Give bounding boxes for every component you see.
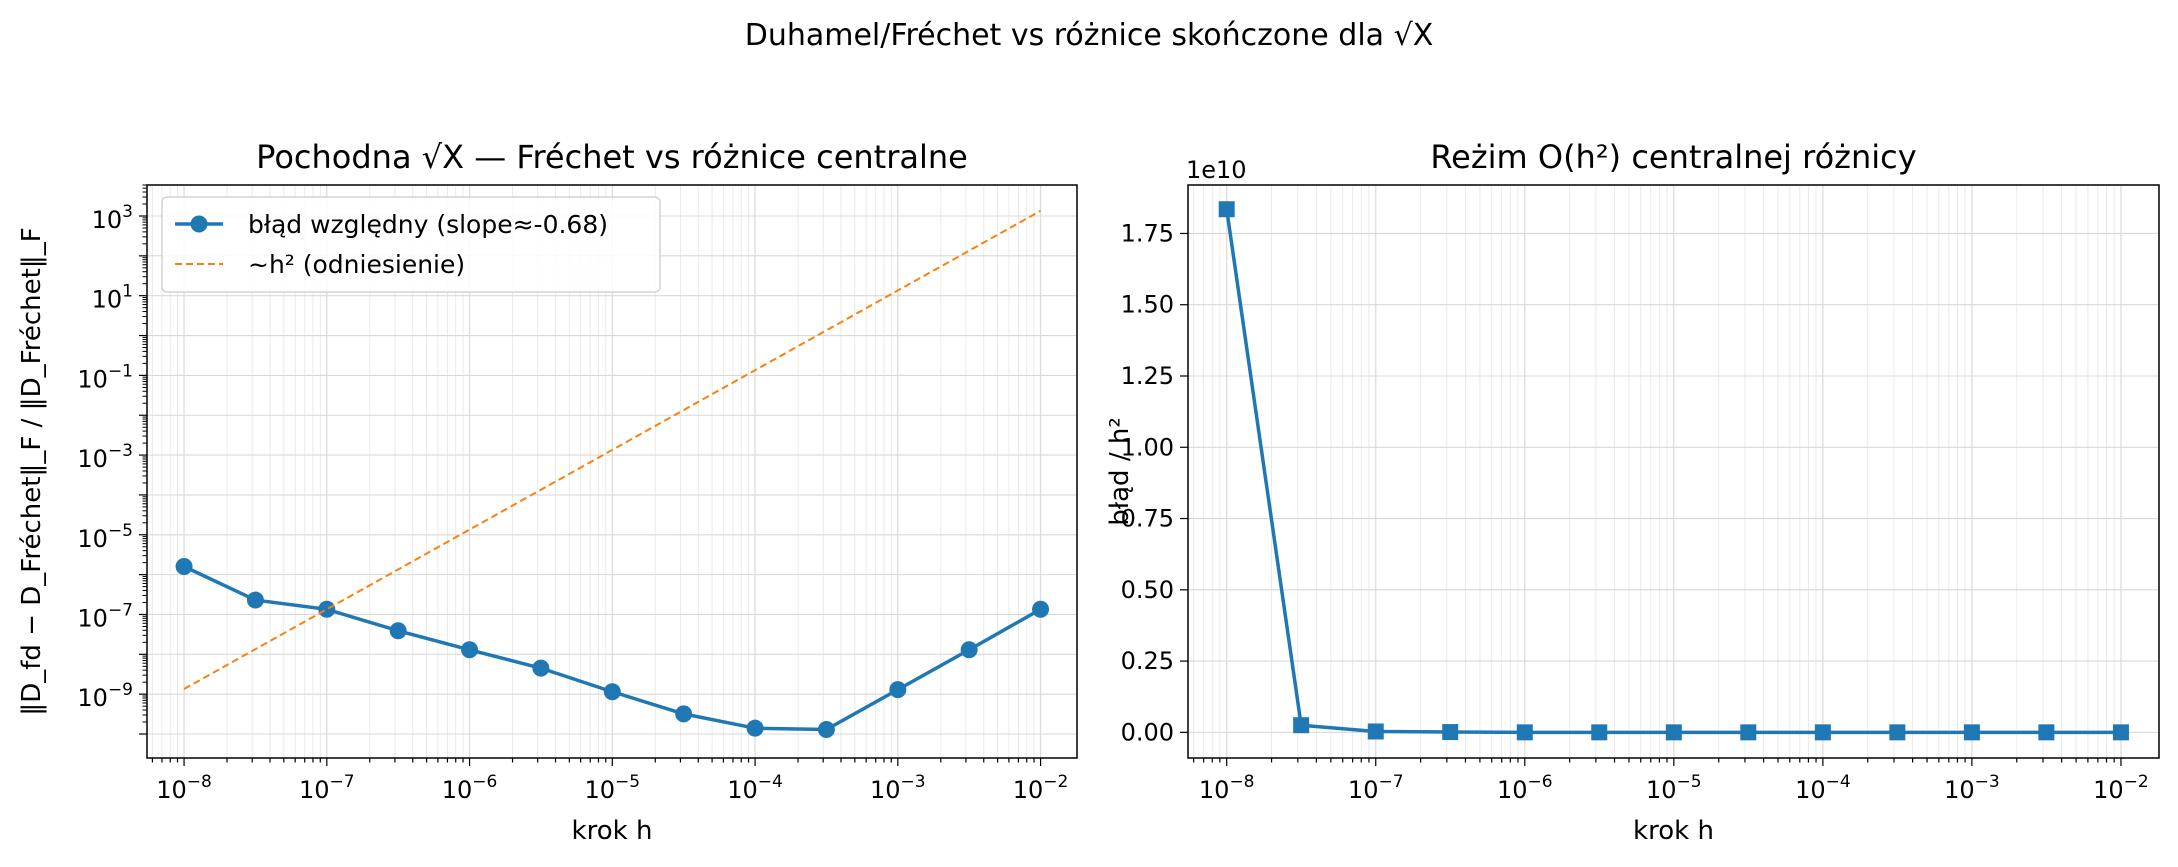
panel-title: Reżim O(h²) centralnej różnicy [1430,138,1916,176]
x-tick-label: 10−8 [156,772,212,804]
y-axis-label: błąd / h² [1105,417,1135,526]
data-point [675,705,693,723]
data-point [175,557,193,575]
data-point [1889,724,1906,741]
y-tick-label: 10−9 [77,680,133,712]
x-tick-label: 10−5 [1646,772,1702,804]
data-point [1665,724,1682,741]
x-tick-label: 10−4 [727,772,783,804]
x-tick-label: 10−7 [299,772,355,804]
x-axis: 10−8 10−7 10−6 10−5 10−4 10−3 10−2 krok h [1193,758,2149,846]
y-tick-label: 1.25 [1121,362,1174,390]
y-tick-label: 103 [92,202,133,234]
series-0 [175,557,1050,738]
legend: błąd względny (slope≈-0.68) ~h² (odniesie… [161,196,661,293]
data-point [817,720,835,738]
data-point [603,683,621,701]
data-point [1591,724,1608,741]
x-tick-label: 10−8 [1199,772,1255,804]
data-point [1516,724,1533,741]
y-offset-text: 1e10 [1186,156,1247,184]
data-point [889,681,907,699]
data-point [1218,201,1235,218]
y-tick-label: 10−5 [77,521,133,553]
data-point [2038,724,2055,741]
data-point [1032,600,1050,618]
data-point [1740,724,1757,741]
series-1 [183,209,1042,690]
data-point [1963,724,1980,741]
y-axis-label: ‖D_fd − D_Fréchet‖_F / ‖D_Fréchet‖_F [17,227,47,716]
panel-title: Pochodna √X — Fréchet vs różnice central… [256,138,968,176]
data-point [389,622,407,640]
data-point [318,600,336,618]
data-point [461,641,479,659]
data-point [1293,717,1310,734]
data-point [532,659,550,677]
y-tick-label: 1.75 [1121,219,1174,247]
x-tick-label: 10−5 [585,772,641,804]
x-tick-label: 10−2 [2093,772,2149,804]
x-tick-label: 10−3 [870,772,926,804]
data-point [1814,724,1831,741]
x-tick-label: 10−6 [442,772,498,804]
figure-suptitle: Duhamel/Fréchet vs różnice skończone dla… [745,18,1434,53]
x-tick-label: 10−6 [1497,772,1553,804]
y-tick-label: 10−7 [77,600,133,632]
y-tick-label: 10−3 [77,441,133,473]
y-axis: 0.00 0.25 0.50 0.75 1.00 1.25 1.50 1.75 błąd / h… [1105,219,1188,746]
data-point [246,591,264,609]
x-axis-label: krok h [572,816,653,846]
y-tick-label: 1.00 [1121,433,1174,461]
y-tick-label: 101 [92,282,133,314]
data-point [960,641,978,659]
x-tick-label: 10−7 [1348,772,1404,804]
grid [1188,185,2159,758]
data-point [1442,724,1459,741]
data-point [746,719,764,737]
x-tick-label: 10−2 [1013,772,1069,804]
y-tick-label: 0.75 [1121,505,1174,533]
legend-label: błąd względny (slope≈-0.68) [248,210,608,239]
x-axis-label: krok h [1633,816,1714,846]
y-tick-label: 0.25 [1121,647,1174,675]
legend-label: ~h² (odniesienie) [248,250,465,279]
x-tick-label: 10−3 [1944,772,2000,804]
x-tick-label: 10−4 [1795,772,1851,804]
data-point [2112,724,2129,741]
legend-marker [190,215,208,233]
y-axis: 10−9 10−7 10−5 10−3 10−1 101 103 ‖D_fd − D_Fréc… [17,184,147,735]
y-tick-label: 1.50 [1121,291,1174,319]
reference-line [183,209,1042,690]
data-point [1367,723,1384,740]
series-0 [1218,201,2129,741]
y-tick-label: 10−1 [77,361,133,393]
x-axis: 10−8 10−7 10−6 10−5 10−4 10−3 10−2 krok h [151,758,1069,846]
y-tick-label: 0.00 [1121,718,1174,746]
y-tick-label: 0.50 [1121,576,1174,604]
legend-box [161,196,661,293]
